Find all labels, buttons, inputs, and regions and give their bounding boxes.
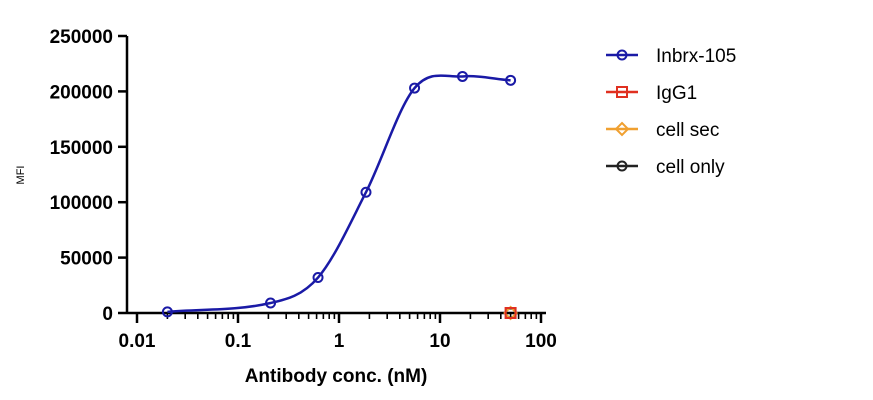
fit-curve <box>167 74 511 314</box>
legend-label: cell sec <box>656 120 719 141</box>
x-tick-label: 10 <box>429 331 450 352</box>
data-point <box>265 297 277 309</box>
x-tick-label: 0.1 <box>225 331 252 352</box>
legend-label: cell only <box>656 157 725 178</box>
legend-marker <box>616 160 628 172</box>
plot-area <box>161 70 519 321</box>
legend-marker <box>616 86 628 98</box>
data-point <box>456 70 468 82</box>
legend-label: IgG1 <box>656 83 697 104</box>
x-axis: 0.01 0.1 1 10 100 Antibody conc. (nM) <box>119 311 557 387</box>
y-tick-label: 0 <box>102 304 113 325</box>
legend-marker <box>614 121 630 137</box>
legend-marker <box>616 49 628 61</box>
x-axis-title: Antibody conc. (nM) <box>245 366 428 387</box>
y-tick-label: 150000 <box>50 138 113 159</box>
x-tick-label: 1 <box>334 331 345 352</box>
data-point <box>504 307 517 319</box>
y-tick-label: 250000 <box>50 27 113 48</box>
data-point <box>505 74 517 86</box>
y-ticks: 0 50000 100000 150000 200000 250000 <box>50 27 127 325</box>
x-tick-label: 0.01 <box>119 331 156 352</box>
x-tick-label: 100 <box>525 331 557 352</box>
data-point <box>312 272 324 284</box>
data-point <box>161 306 173 318</box>
legend: Inbrx-105 IgG1 cell sec cell only <box>606 46 736 178</box>
data-point <box>409 82 421 94</box>
x-ticks: 0.01 0.1 1 10 100 <box>119 313 557 352</box>
data-point <box>360 186 372 198</box>
y-tick-label: 200000 <box>50 82 113 103</box>
y-axis: 0 50000 100000 150000 200000 250000 MFI <box>15 27 129 325</box>
y-tick-label: 50000 <box>60 249 113 270</box>
y-axis-title: MFI <box>15 166 27 185</box>
y-tick-label: 100000 <box>50 193 113 214</box>
legend-label: Inbrx-105 <box>656 46 736 67</box>
